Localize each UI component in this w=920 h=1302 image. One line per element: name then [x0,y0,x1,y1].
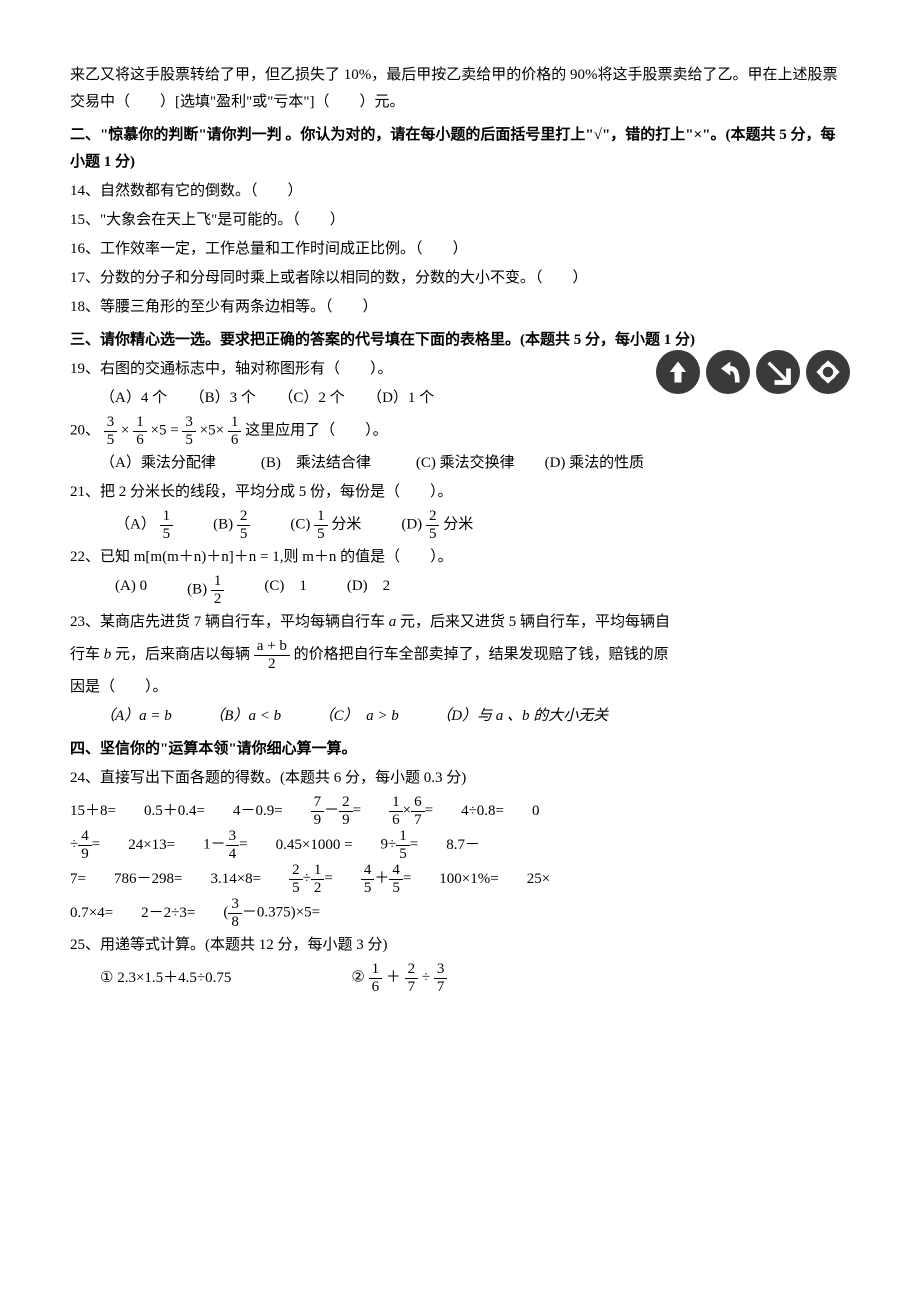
q18: 18、等腰三角形的至少有两条边相等。（ ） [70,294,850,321]
q16: 16、工作效率一定，工作总量和工作时间成正比例。（ ） [70,236,850,263]
q19-options: （A）4 个 （B）3 个 （C）2 个 （D）1 个 [70,385,656,412]
q24-row1: 15＋8= 0.5＋0.4= 4－0.9= 79－29= 16×67= 4÷0.… [70,794,850,828]
q25-title: 25、用递等式计算。(本题共 12 分，每小题 3 分) [70,932,850,959]
q23-line2: 行车 b 元，后来商店以每辆 a + b2 的价格把自行车全部卖掉了，结果发现赔… [70,638,850,672]
q25-p1: ① 2.3×1.5＋4.5÷0.75 [100,965,231,992]
q20: 20、 35 × 16 ×5 = 35 ×5× 16 这里应用了（ ）。 [70,414,850,448]
q23-line1: 23、某商店先进货 7 辆自行车，平均每辆自行车 a 元，后来又进货 5 辆自行… [70,609,850,636]
q20-m2: ×5 = [150,422,182,438]
section-2-title: 二、"惊慕你的判断"请你判一判 。你认为对的，请在每小题的后面括号里打上"√"，… [70,122,850,176]
q23-options: （A）a = b （B）a < b （C） a > b （D）与 a 、b 的大… [70,703,850,730]
arrow-up-icon [656,350,700,394]
arrow-diagonal-icon [756,350,800,394]
q20-m1: × [121,422,133,438]
q23-line3: 因是（ ）。 [70,674,850,701]
section-4-title: 四、坚信你的"运算本领"请你细心算一算。 [70,736,850,763]
arrow-turn-left-icon [706,350,750,394]
q15: 15、"大象会在天上飞"是可能的。（ ） [70,207,850,234]
traffic-sign-icons [656,350,850,394]
q22-options: (A) 0 (B) 12 (C) 1 (D) 2 [70,573,850,607]
q21-options: （A） 15 (B) 25 (C) 15 分米 (D) 25 分米 [70,508,850,542]
q20-suffix: 这里应用了（ ）。 [245,422,388,438]
q20-options: （A）乘法分配律 (B) 乘法结合律 (C) 乘法交换律 (D) 乘法的性质 [70,450,850,477]
roundabout-icon [806,350,850,394]
q14: 14、自然数都有它的倒数。（ ） [70,178,850,205]
q22-text: 22、已知 m[m(m＋n)＋n]＋n = 1,则 m＋n 的值是（ ）。 [70,544,850,571]
q21-text: 21、把 2 分米长的线段，平均分成 5 份，每份是（ ）。 [70,479,850,506]
q25-p2: ② 16 ＋ 27 ÷ 37 [351,961,447,995]
frac-3-5b: 35 [182,414,196,448]
frac-ab-2: a + b2 [254,638,290,672]
q25-problems: ① 2.3×1.5＋4.5÷0.75 ② 16 ＋ 27 ÷ 37 [70,961,850,995]
q24-title: 24、直接写出下面各题的得数。(本题共 6 分，每小题 0.3 分) [70,765,850,792]
q19-text: 19、右图的交通标志中，轴对称图形有（ ）。 [70,356,656,383]
frac-1-6: 16 [133,414,147,448]
intro-paragraph: 来乙又将这手股票转给了甲，但乙损失了 10%，最后甲按乙卖给甲的价格的 90%将… [70,62,850,116]
q24-row2: ÷49= 24×13= 1－34= 0.45×1000 = 9÷15= 8.7－ [70,828,850,862]
frac-3-5: 35 [104,414,118,448]
q20-m3: ×5× [200,422,228,438]
q24-row4: 0.7×4= 2－2÷3= (38－0.375)×5= [70,896,850,930]
q24-row3: 7= 786－298= 3.14×8= 25÷12= 45＋45= 100×1%… [70,862,850,896]
q19-row: 19、右图的交通标志中，轴对称图形有（ ）。 （A）4 个 （B）3 个 （C）… [70,354,850,412]
q17: 17、分数的分子和分母同时乘上或者除以相同的数，分数的大小不变。（ ） [70,265,850,292]
q20-prefix: 20、 [70,422,100,438]
frac-1-6b: 16 [228,414,242,448]
